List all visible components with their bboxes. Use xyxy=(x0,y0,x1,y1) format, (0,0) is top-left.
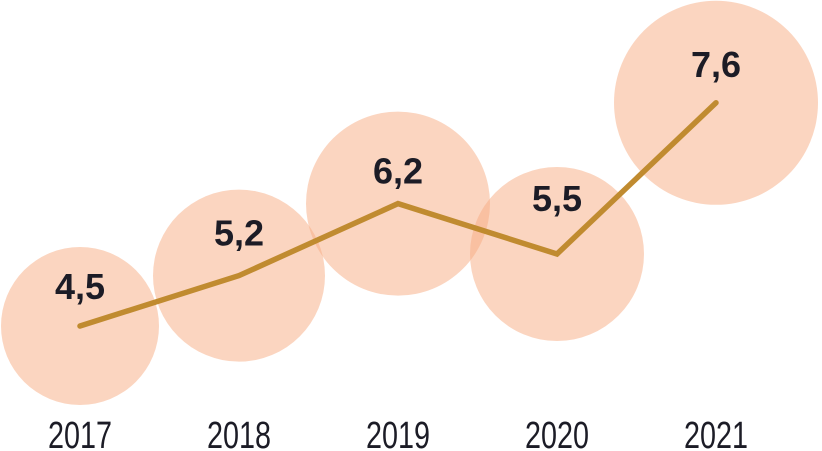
trend-line xyxy=(77,100,719,329)
year-label-group: 2017 2018 2019 2020 2021 xyxy=(48,415,748,451)
year-label-2020: 2020 xyxy=(525,415,589,451)
value-label-2021: 7,6 xyxy=(691,44,741,85)
value-label-2020: 5,5 xyxy=(532,178,582,219)
value-label-2018: 5,2 xyxy=(214,213,264,254)
year-label-2019: 2019 xyxy=(366,415,430,451)
year-label-2017: 2017 xyxy=(48,415,112,451)
value-label-group: 4,5 5,2 6,2 5,5 7,6 xyxy=(55,44,741,307)
year-label-2021: 2021 xyxy=(684,415,748,451)
year-label-2018: 2018 xyxy=(207,415,271,451)
value-label-2019: 6,2 xyxy=(373,151,423,192)
value-label-2017: 4,5 xyxy=(55,266,105,307)
